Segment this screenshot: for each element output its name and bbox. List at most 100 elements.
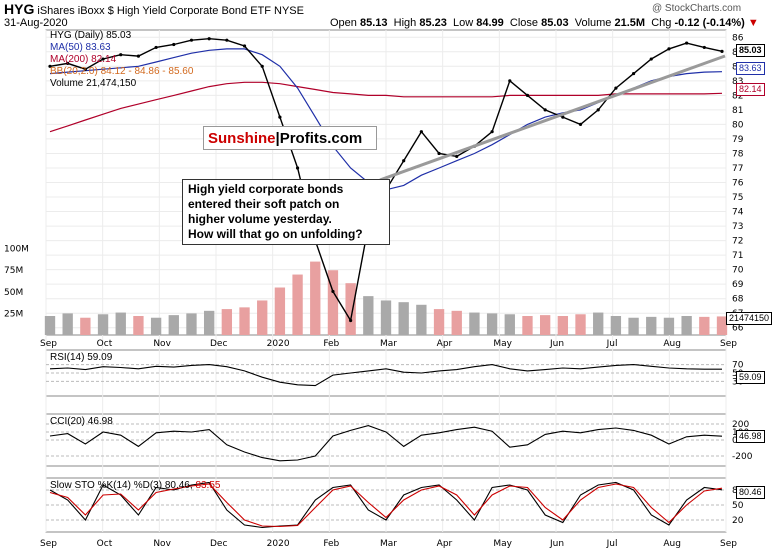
volume-bar	[610, 316, 622, 335]
price-tick-label: 78	[732, 149, 744, 159]
volume-bar	[44, 316, 56, 335]
volume-bar	[133, 316, 144, 335]
price-tick-label: 73	[732, 222, 743, 232]
volume-bar	[504, 314, 515, 335]
low-label: Low	[452, 17, 474, 29]
volume-bar	[115, 312, 126, 335]
month-tick-label: Nov	[153, 339, 171, 349]
price-point	[490, 130, 494, 134]
high-value: 85.23	[419, 17, 447, 29]
chg-value: -0.12 (-0.14%)	[674, 17, 745, 29]
month-tick-label: Mar	[380, 339, 397, 349]
price-point	[720, 49, 724, 53]
volume-last-box: 21474150	[726, 312, 773, 325]
month-tick-label: 2020	[267, 339, 290, 349]
legend-bb: BB(20,2.0) 84.12 - 84.86 - 85.60	[50, 66, 194, 77]
price-tick-label: 83	[732, 77, 743, 87]
ticker-symbol: HYG	[4, 1, 35, 17]
price-tick-label: 82	[732, 91, 743, 101]
ma50-last-box: 83.63	[736, 62, 765, 75]
price-point	[437, 151, 441, 156]
volume-bar	[80, 317, 91, 335]
month-tick-label: Feb	[323, 339, 339, 349]
price-point	[119, 53, 123, 57]
oscillators	[49, 364, 723, 529]
month-tick-label: 2020	[267, 539, 290, 549]
volume-bar	[203, 310, 215, 335]
ohlc-summary: Open 85.13 High 85.23 Low 84.99 Close 85…	[330, 17, 759, 29]
price-last-box: 85.03	[736, 44, 765, 57]
legend-price: HYG (Daily) 85.03	[50, 30, 132, 41]
month-tick-label: May	[493, 339, 512, 349]
volume-tick-label: 25M	[4, 309, 23, 319]
exchange: NYSE	[274, 5, 304, 17]
price-tick-label: 75	[732, 193, 743, 203]
volume-bar	[416, 304, 427, 335]
price-point	[596, 108, 600, 112]
price-tick-label: 74	[732, 208, 744, 218]
note-line: higher volume yesterday.	[188, 212, 332, 226]
open-value: 85.13	[359, 17, 388, 29]
volume-bar	[274, 287, 286, 335]
price-point	[419, 130, 423, 134]
cci-tick-label: -200	[732, 452, 753, 462]
volume-bars	[44, 261, 728, 335]
low-value: 84.99	[476, 17, 504, 29]
price-point	[260, 64, 264, 68]
price-point	[207, 37, 211, 41]
month-tick-label: Oct	[97, 539, 113, 549]
note-line: High yield corporate bonds	[188, 182, 344, 196]
volume-bar	[522, 316, 533, 335]
volume-bar	[681, 316, 692, 335]
cci-tick-label: 0	[732, 436, 738, 446]
price-point	[649, 57, 653, 61]
price-point	[154, 45, 158, 50]
price-tick-label: 71	[732, 251, 743, 261]
volume-bar	[345, 283, 356, 335]
month-tick-label: Sep	[40, 339, 57, 349]
volume-bar	[433, 309, 445, 335]
cci-tick-label: 200	[732, 420, 749, 430]
volume-bar	[699, 316, 710, 335]
volume-label: Volume	[574, 17, 612, 29]
price-point	[83, 67, 87, 71]
trendline	[379, 54, 726, 182]
header-date: 31-Aug-2020	[4, 17, 68, 29]
cci-line	[49, 425, 723, 462]
price-point	[48, 64, 52, 68]
rsi-label: RSI(14) 59.09	[50, 352, 113, 363]
month-tick-label: Oct	[97, 339, 113, 349]
price-point	[525, 93, 530, 97]
sunshine-profits-logo: Sunshine|Profits.com	[203, 126, 377, 150]
price-tick-label: 80	[732, 120, 744, 130]
volume-bar	[575, 314, 586, 335]
month-tick-label: Apr	[437, 339, 453, 349]
volume-bar	[398, 302, 409, 335]
volume-tick-label: 100M	[4, 245, 29, 255]
price-tick-label: 68	[732, 295, 744, 305]
month-tick-label: Jul	[606, 539, 618, 549]
volume-bar	[663, 317, 675, 335]
legend-ma50: MA(50) 83.63	[50, 42, 111, 53]
volume-bar	[539, 315, 551, 335]
month-tick-label: Jul	[606, 339, 618, 349]
price-point	[455, 154, 459, 158]
security-name: iShares iBoxx $ High Yield Corporate Bon…	[37, 5, 271, 17]
rsi-line	[49, 364, 722, 387]
volume-bar	[327, 270, 339, 335]
volume-bar	[62, 313, 73, 335]
volume-bar	[451, 310, 462, 335]
price-tick-label: 66	[732, 324, 744, 334]
sto-d-line	[49, 483, 723, 528]
volume-bar	[628, 317, 639, 335]
close-value: 85.03	[541, 17, 569, 29]
note-line: How will that go on unfolding?	[188, 227, 363, 241]
close-label: Close	[509, 17, 539, 29]
month-tick-label: May	[493, 539, 512, 549]
price-point	[172, 42, 176, 47]
month-tick-label: Apr	[437, 539, 453, 549]
price-tick-label: 70	[732, 266, 744, 276]
volume-bar	[646, 316, 657, 335]
price-point	[136, 54, 141, 58]
price-point	[225, 38, 229, 42]
